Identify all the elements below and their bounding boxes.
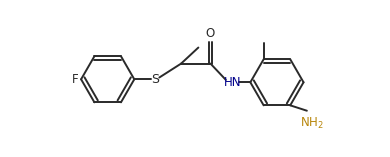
Text: HN: HN bbox=[224, 76, 241, 89]
Text: O: O bbox=[206, 27, 215, 40]
Text: NH$_2$: NH$_2$ bbox=[300, 116, 324, 131]
Text: S: S bbox=[151, 73, 159, 86]
Text: F: F bbox=[72, 73, 79, 86]
